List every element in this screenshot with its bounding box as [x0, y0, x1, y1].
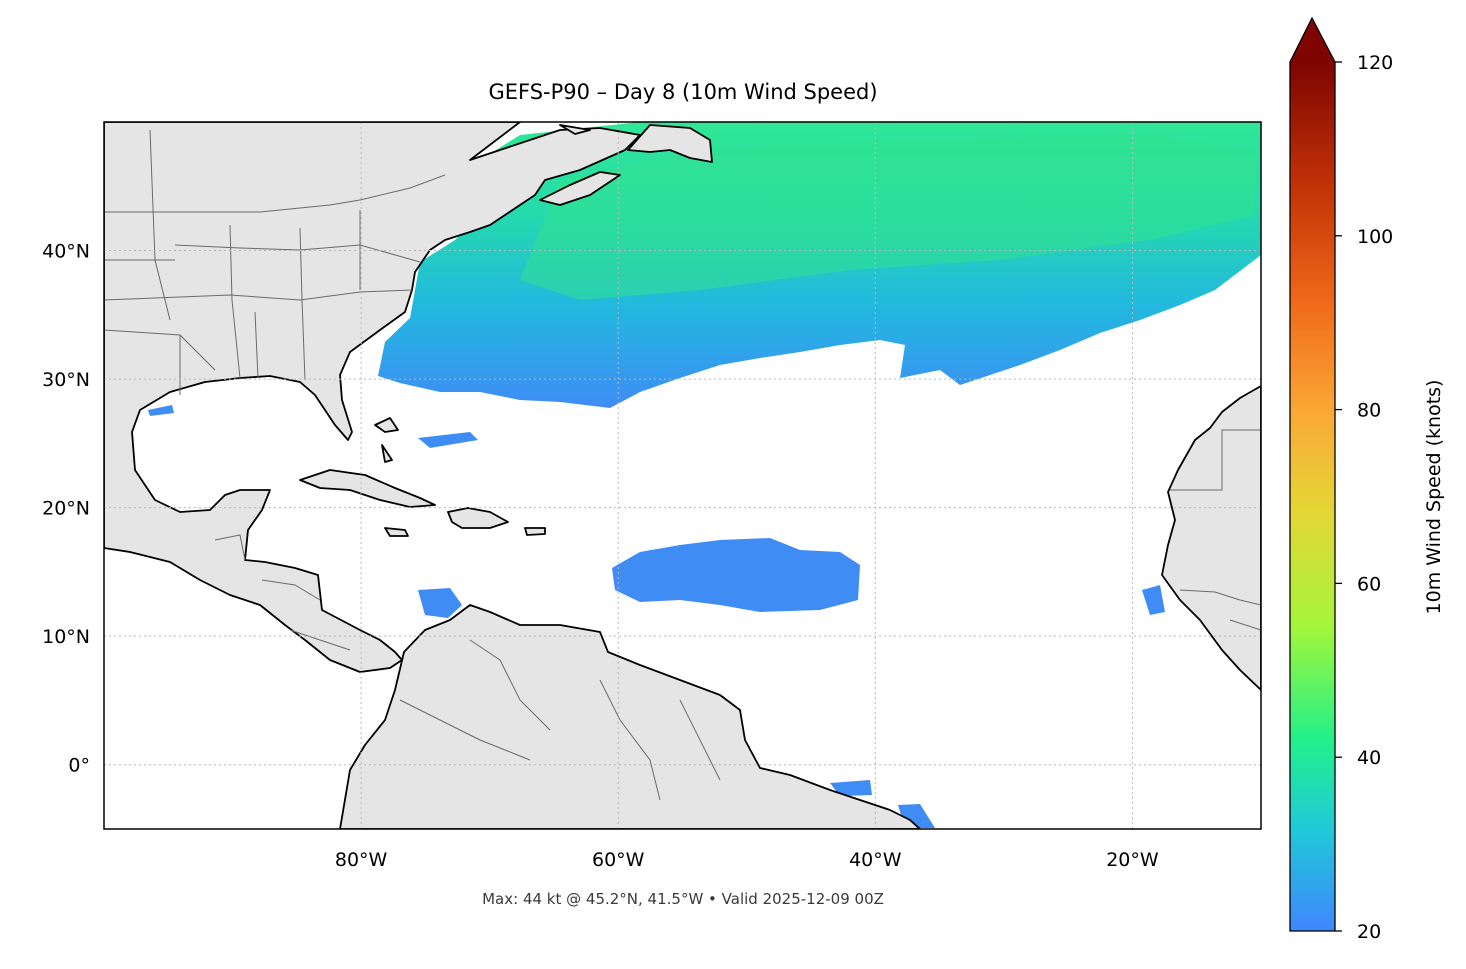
colorbar-tick-label: 20 [1357, 921, 1381, 943]
lon-tick-label: 60°W [592, 849, 645, 871]
chart-title: GEFS-P90 – Day 8 (10m Wind Speed) [488, 80, 877, 104]
wind-field-caribbean [418, 588, 462, 618]
north-america-land [104, 122, 641, 673]
wind-field-west-africa [1142, 585, 1165, 615]
colorbar-gradient [1290, 62, 1335, 931]
wind-field-north-atlantic-green [520, 135, 1255, 300]
wind-field-tropical-cluster [612, 538, 860, 612]
bahamas-land [374, 417, 399, 463]
cuba-land [299, 469, 436, 508]
hispaniola-land [447, 507, 509, 529]
lat-tick-label: 20°N [42, 498, 90, 520]
max-wind-footnote: Max: 44 kt @ 45.2°N, 41.5°W • Valid 2025… [482, 890, 884, 908]
colorbar-tick-label: 40 [1357, 747, 1381, 769]
lat-tick-label: 10°N [42, 626, 90, 648]
south-america-land [339, 604, 921, 829]
latitude-tick-labels: 40°N 30°N 20°N 10°N 0° [42, 241, 90, 777]
lon-tick-label: 80°W [335, 849, 388, 871]
colorbar-tick-label: 100 [1357, 226, 1393, 248]
wind-field-equatorial-coast [830, 780, 935, 828]
map-panel [104, 122, 1261, 829]
jamaica-land [384, 527, 409, 537]
map-frame [103, 121, 1262, 830]
anticosti-land [559, 124, 591, 135]
colorbar-outline [1289, 16, 1336, 932]
colorbar-label: 10m Wind Speed (knots) [1423, 380, 1445, 615]
colorbar-tick-label: 120 [1357, 52, 1393, 74]
colorbar-tick-label: 60 [1357, 573, 1381, 595]
land-masses [104, 122, 1261, 829]
lat-tick-label: 0° [68, 755, 90, 777]
longitude-tick-labels: 80°W 60°W 40°W 20°W [335, 849, 1159, 871]
newfoundland-land [627, 124, 713, 163]
lon-tick-label: 20°W [1106, 849, 1159, 871]
west-africa-land [1161, 385, 1261, 691]
colorbar-extend-arrow [1290, 18, 1335, 62]
colorbar: 120 100 80 60 40 20 10m Wind Speed (knots) [1289, 16, 1445, 943]
colorbar-tick-label: 80 [1357, 400, 1381, 422]
colorbar-ticks: 120 100 80 60 40 20 [1335, 52, 1393, 943]
nova-scotia-land [539, 171, 621, 206]
wind-field-bahamas [418, 432, 478, 448]
wind-speed-field [148, 122, 1261, 828]
wind-field-gulf [148, 405, 174, 416]
lat-tick-label: 30°N [42, 369, 90, 391]
lat-tick-label: 40°N [42, 241, 90, 263]
lon-tick-label: 40°W [849, 849, 902, 871]
political-borders [104, 129, 1261, 801]
puerto-rico-land [524, 527, 546, 536]
